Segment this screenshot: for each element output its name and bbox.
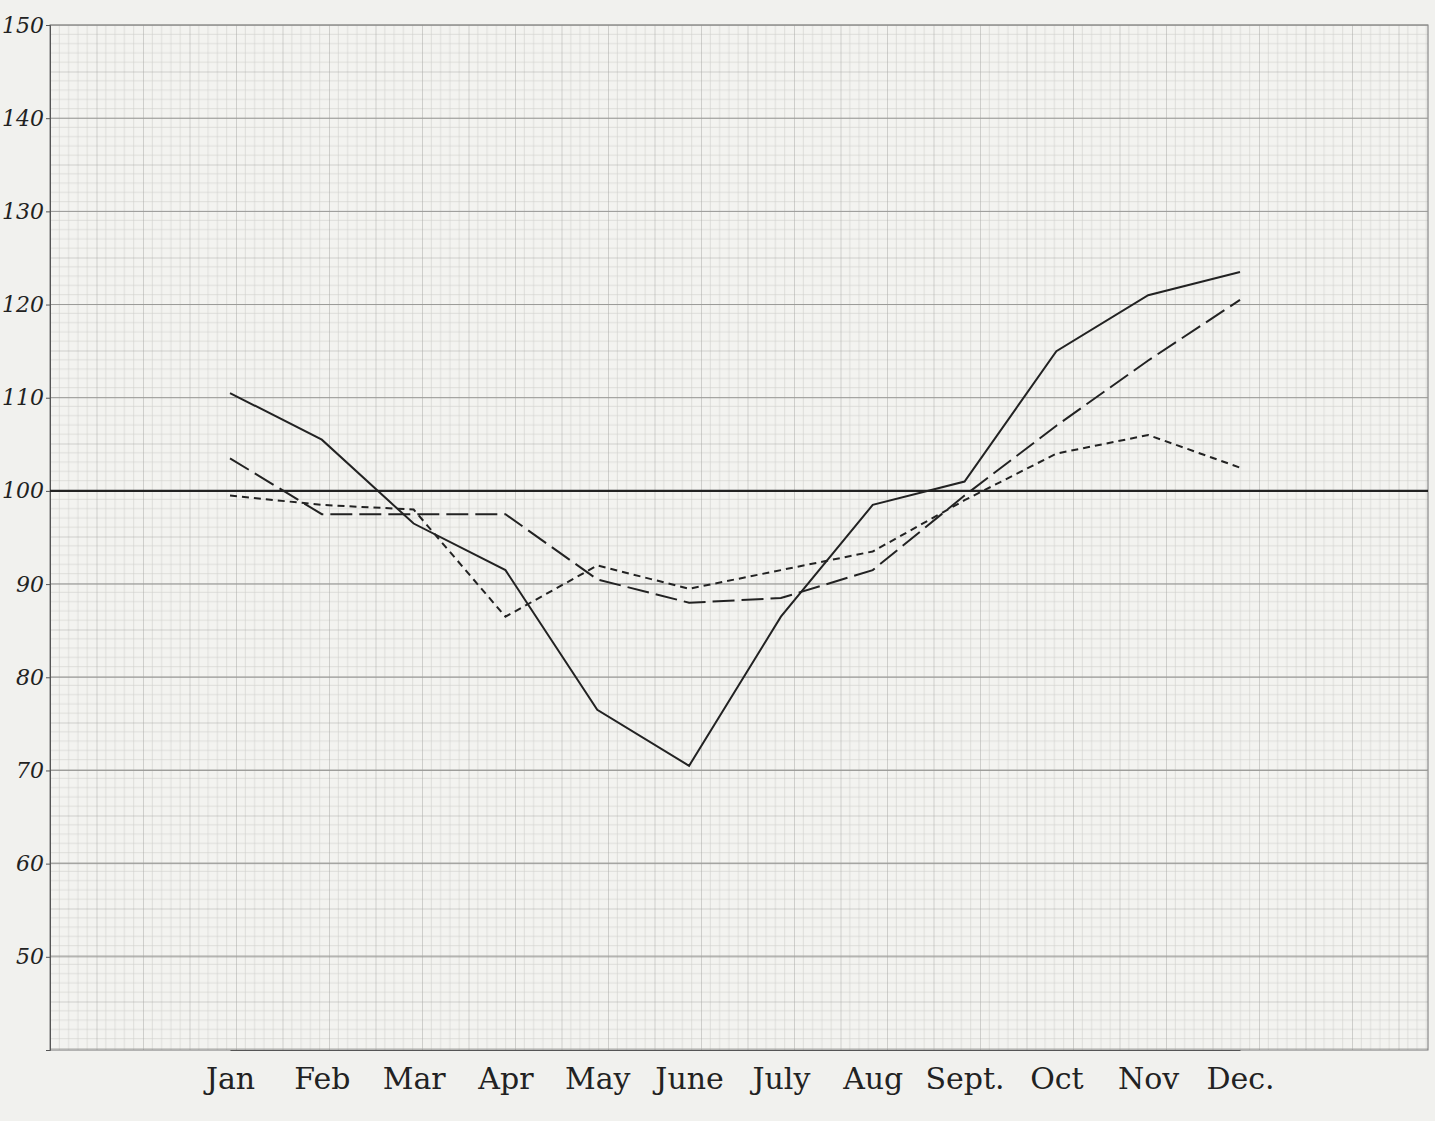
- x-axis-line: [231, 1050, 1241, 1051]
- x-tick: Mar: [383, 1050, 447, 1096]
- y-tick: 100: [2, 478, 50, 503]
- x-tick: Apr: [477, 1050, 534, 1096]
- grid-line: [50, 490, 1428, 491]
- x-axis: Jan Feb Mar Apr May June July Aug Sept. Oct Nov Dec…: [203, 1050, 1275, 1096]
- x-tick: Sept.: [925, 1050, 1004, 1096]
- y-tick: 90: [16, 572, 50, 597]
- y-tick-mark: [46, 398, 50, 399]
- grid-line: [50, 863, 1428, 864]
- y-tick-label: 110: [2, 385, 44, 410]
- x-tick: May: [565, 1050, 631, 1096]
- x-tick: Nov: [1118, 1050, 1179, 1096]
- y-tick-mark: [46, 584, 50, 585]
- x-tick-label: Mar: [383, 1061, 447, 1096]
- y-tick-mark: [46, 677, 50, 678]
- y-tick: 50: [16, 944, 50, 969]
- y-tick-mark: [46, 305, 50, 306]
- y-tick-mark: [46, 211, 50, 212]
- x-tick: Feb: [294, 1050, 350, 1096]
- y-tick: 150: [2, 13, 50, 38]
- y-tick: 60: [16, 851, 50, 876]
- grid-line: [50, 397, 1428, 398]
- grid-line: [50, 118, 1428, 119]
- y-tick-label: 50: [16, 944, 44, 969]
- x-tick-label: Apr: [477, 1061, 534, 1096]
- y-tick-label: 90: [16, 572, 44, 597]
- series-line: [230, 272, 1240, 766]
- y-tick-mark: [46, 25, 50, 26]
- y-tick-label: 80: [16, 665, 44, 690]
- grid-line: [50, 304, 1428, 305]
- chart: 50 60 70 80 90 100 110 120 130 140 150 Jan Feb Mar Apr…: [0, 0, 1435, 1121]
- y-tick-label: 140: [2, 106, 44, 131]
- y-tick: 80: [16, 665, 50, 690]
- y-tick-mark: [46, 864, 50, 865]
- x-tick-label: Sept.: [925, 1061, 1004, 1096]
- y-tick-mark: [46, 118, 50, 119]
- grid-line: [50, 956, 1428, 957]
- grid-line: [50, 211, 1428, 212]
- x-tick: Oct: [1030, 1050, 1083, 1096]
- x-tick: Jan: [203, 1050, 255, 1096]
- grid-line: [50, 677, 1428, 678]
- x-tick-label: Oct: [1030, 1061, 1083, 1096]
- y-tick: 110: [2, 385, 50, 410]
- x-tick: July: [749, 1050, 810, 1096]
- y-tick-label: 100: [2, 478, 44, 503]
- marks: [50, 272, 1428, 766]
- x-tick-label: Jan: [203, 1061, 255, 1096]
- y-tick-label: 130: [2, 199, 44, 224]
- y-tick-label: 70: [16, 758, 44, 783]
- y-axis: 50 60 70 80 90 100 110 120 130 140 150: [2, 13, 51, 1051]
- grid-line: [50, 770, 1428, 771]
- series-line: [230, 435, 1240, 617]
- grid: [50, 25, 1428, 957]
- y-tick-label: 150: [2, 13, 44, 38]
- x-tick-label: Nov: [1118, 1061, 1179, 1096]
- x-tick: June: [652, 1050, 723, 1096]
- x-tick-label: Dec.: [1206, 1061, 1274, 1096]
- y-axis-line: [46, 26, 51, 1051]
- reference-line: [50, 490, 1428, 492]
- x-tick-label: June: [652, 1061, 723, 1096]
- plot-area: [50, 25, 1428, 1050]
- x-tick: Aug: [842, 1050, 903, 1096]
- y-tick-label: 60: [16, 851, 44, 876]
- y-tick-mark: [46, 770, 50, 771]
- y-tick: 120: [2, 292, 50, 317]
- x-tick-label: July: [749, 1061, 810, 1096]
- y-tick: 130: [2, 199, 50, 224]
- grid-line: [50, 584, 1428, 585]
- y-tick-mark: [46, 957, 50, 958]
- y-tick: 140: [2, 106, 50, 131]
- x-tick-label: May: [565, 1061, 631, 1096]
- grid-line: [50, 25, 1428, 26]
- y-tick-label: 120: [2, 292, 44, 317]
- series-line: [230, 300, 1240, 603]
- x-tick: Dec.: [1206, 1050, 1274, 1096]
- x-tick-label: Feb: [294, 1061, 350, 1096]
- x-tick-label: Aug: [842, 1061, 903, 1096]
- y-tick-mark: [46, 491, 50, 492]
- y-tick: 70: [16, 758, 50, 783]
